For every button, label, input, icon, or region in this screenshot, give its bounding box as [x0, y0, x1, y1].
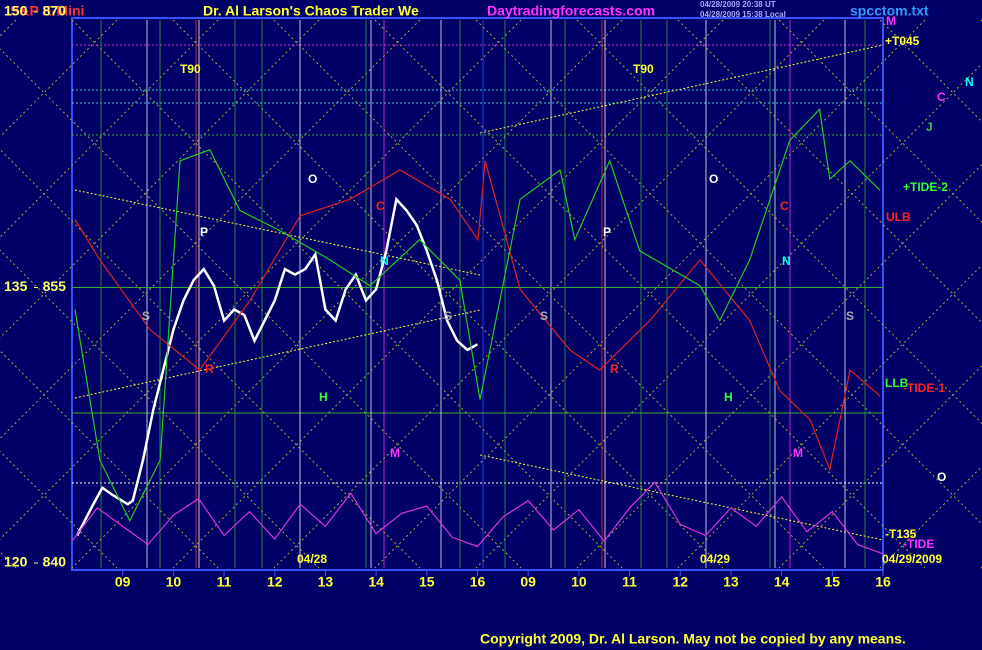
trend-line	[479, 454, 884, 541]
y-tick-label: 870	[43, 3, 67, 19]
annotation: C	[780, 199, 789, 213]
x-tick-label: 16	[470, 574, 486, 590]
annotation: S	[540, 309, 548, 323]
diagonal-line	[879, 19, 982, 123]
y-tick-label: 855	[43, 278, 67, 294]
annotation: -T135	[885, 527, 917, 541]
file-name: spcctom.txt	[850, 3, 929, 19]
x-tick-label: 09	[520, 574, 536, 590]
annotation: C	[937, 90, 946, 104]
diagonal-line	[879, 465, 982, 569]
series-line	[75, 196, 479, 537]
annotation: R	[205, 362, 214, 376]
annotation: 04/29	[700, 552, 730, 566]
x-tick-label: 10	[571, 574, 587, 590]
annotation: 04/28	[297, 552, 327, 566]
annotation: M	[886, 14, 896, 28]
x-tick-label: 10	[166, 574, 182, 590]
annotation: J	[926, 120, 933, 134]
annotation: O	[308, 172, 317, 186]
annotation: R	[610, 362, 619, 376]
x-tick-label: 12	[672, 574, 688, 590]
x-tick-label: 15	[419, 574, 435, 590]
annotation: T90	[633, 62, 654, 76]
annotation: 04/29/2009	[882, 552, 942, 566]
annotation: P	[603, 225, 611, 239]
trend-line	[479, 44, 884, 134]
x-tick-label: 14	[774, 574, 790, 590]
timestamp: 04/28/2009 15:38 Local	[700, 10, 786, 19]
annotation: O	[709, 172, 718, 186]
annotation: T90	[180, 62, 201, 76]
x-tick-label: 16	[875, 574, 891, 590]
annotation: ULB	[886, 210, 911, 224]
annotation: N	[965, 75, 974, 89]
annotation: +TIDE-2	[903, 180, 948, 194]
annotation: M	[390, 446, 400, 460]
annotation: N	[380, 254, 389, 268]
site-name: Daytradingforecasts.com	[487, 3, 655, 19]
x-tick-label: 13	[318, 574, 334, 590]
annotation: +T045	[885, 34, 920, 48]
y-tick-label: 840	[43, 554, 67, 570]
x-tick-label: 13	[723, 574, 739, 590]
annotation: N	[782, 254, 791, 268]
annotation: -TIDE-1	[903, 381, 945, 395]
annotation: H	[319, 390, 328, 404]
plot-frame	[71, 17, 884, 571]
trend-line	[74, 309, 481, 399]
timestamp: 04/28/2009 20:38 UT	[700, 0, 776, 9]
y2-tick-label: 150	[4, 3, 28, 19]
annotation: S	[444, 309, 452, 323]
trend-line	[74, 189, 481, 276]
annotation: -TIDE	[903, 537, 934, 551]
annotation: O	[937, 470, 946, 484]
y2-tick-label: 120	[4, 554, 28, 570]
chart-subtitle: Dr. Al Larson's Chaos Trader We	[203, 3, 419, 19]
chart-title: S&P E-Mini	[10, 3, 84, 19]
x-tick-label: 15	[825, 574, 841, 590]
annotation: M	[793, 446, 803, 460]
x-tick-label: 12	[267, 574, 283, 590]
series-line	[74, 160, 881, 472]
annotation: LLB	[885, 376, 909, 390]
series-line	[71, 481, 884, 555]
x-tick-label: 11	[217, 574, 232, 590]
series-line	[74, 107, 881, 523]
annotation: S	[142, 309, 150, 323]
annotation: C	[376, 199, 385, 213]
annotation: P	[200, 225, 208, 239]
annotation: S	[846, 309, 854, 323]
x-tick-label: 09	[115, 574, 131, 590]
annotation: H	[724, 390, 733, 404]
y2-tick-label: 135	[4, 278, 28, 294]
copyright: Copyright 2009, Dr. Al Larson. May not b…	[480, 631, 906, 647]
x-tick-label: 14	[368, 574, 384, 590]
x-tick-label: 11	[622, 574, 637, 590]
